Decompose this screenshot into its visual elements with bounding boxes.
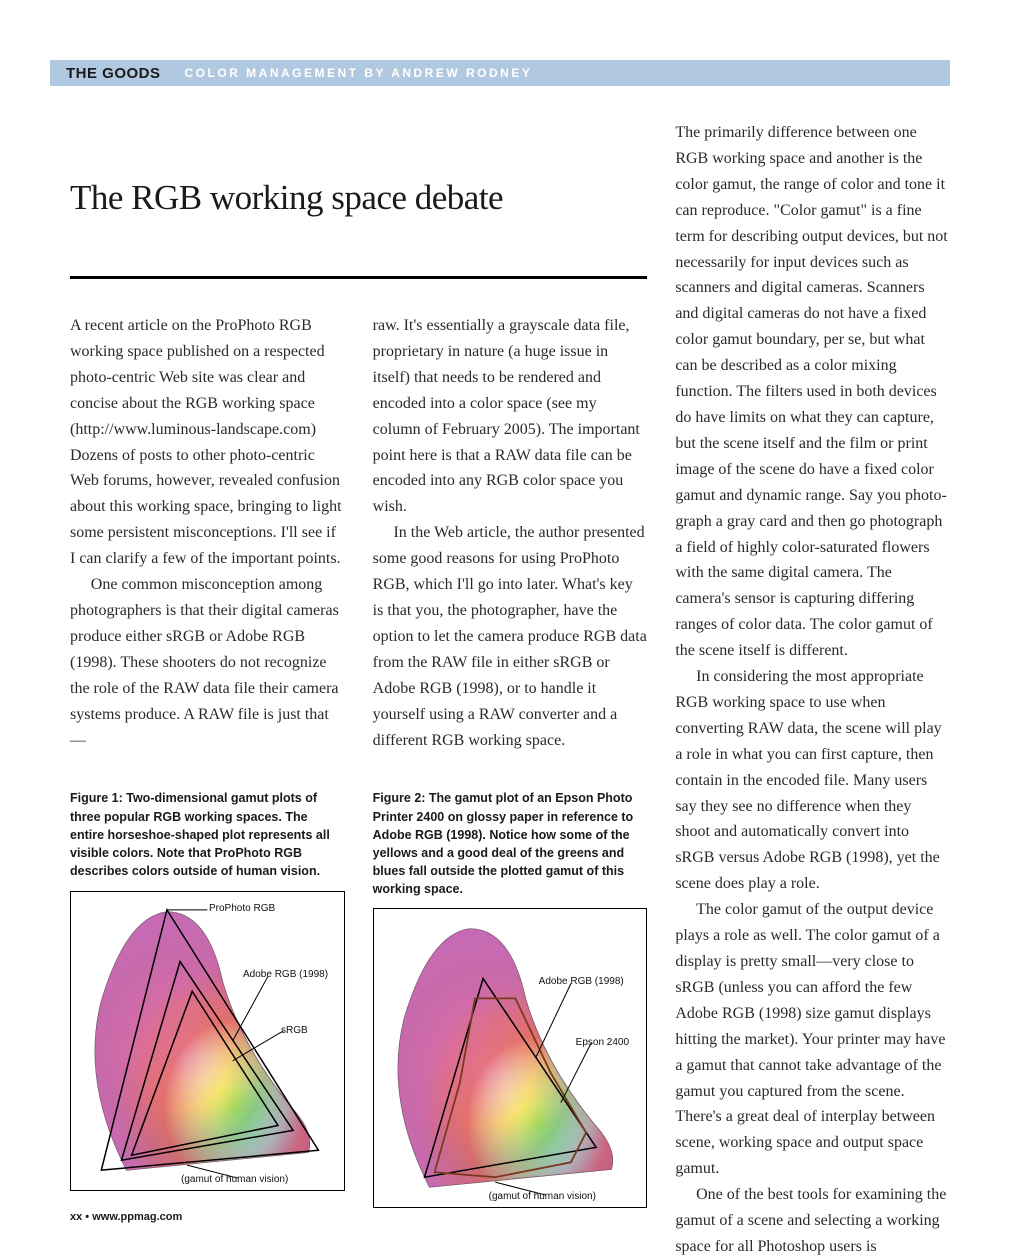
article-title: The RGB working space debate xyxy=(70,178,647,218)
header-bar: THE GOODS COLOR MANAGEMENT BY ANDREW ROD… xyxy=(50,60,950,86)
paragraph: The primarily difference between one RGB… xyxy=(675,120,950,664)
paragraph: One common misconception among photograp… xyxy=(70,572,345,753)
column-byline: COLOR MANAGEMENT BY ANDREW RODNEY xyxy=(185,66,533,80)
paragraph: A recent article on the ProPhoto RGB wor… xyxy=(70,313,345,572)
column-3: The primarily difference between one RGB… xyxy=(675,120,950,1260)
gamut-plot-svg xyxy=(71,892,344,1190)
paragraph: In the Web article, the author presented… xyxy=(373,520,648,753)
paragraph: One of the best tools for examining the … xyxy=(675,1182,950,1260)
figure-1-plot: ProPhoto RGB Adobe RGB (1998) sRGB (gamu… xyxy=(70,891,345,1191)
column-1: A recent article on the ProPhoto RGB wor… xyxy=(70,313,345,1208)
left-group: The RGB working space debate A recent ar… xyxy=(70,120,647,1260)
content-grid: The RGB working space debate A recent ar… xyxy=(70,120,950,1199)
footer-url: www.ppmag.com xyxy=(92,1211,182,1223)
label-vision: (gamut of human vision) xyxy=(489,1191,596,1202)
paragraph: The color gamut of the output device pla… xyxy=(675,897,950,1182)
two-column-body: A recent article on the ProPhoto RGB wor… xyxy=(70,313,647,1208)
page-number: xx xyxy=(70,1211,82,1223)
paragraph: In considering the most appropriate RGB … xyxy=(675,664,950,897)
paragraph: raw. It's essentially a grayscale data f… xyxy=(373,313,648,520)
label-prophoto: ProPhoto RGB xyxy=(209,903,275,914)
label-adobe: Adobe RGB (1998) xyxy=(539,976,624,987)
figure-1-caption: Figure 1: Two-dimensional gamut plots of… xyxy=(70,789,345,881)
label-adobe: Adobe RGB (1998) xyxy=(243,969,328,980)
gamut-plot-svg xyxy=(374,909,647,1207)
label-epson: Epson 2400 xyxy=(576,1037,629,1048)
footer-sep: • xyxy=(82,1211,92,1223)
figure-2-caption: Figure 2: The gamut plot of an Epson Pho… xyxy=(373,789,648,898)
page-footer: xx • www.ppmag.com xyxy=(70,1211,182,1223)
column-2: raw. It's essentially a grayscale data f… xyxy=(373,313,648,1208)
body-text: A recent article on the ProPhoto RGB wor… xyxy=(70,313,345,753)
label-vision: (gamut of human vision) xyxy=(181,1174,288,1185)
magazine-page: THE GOODS COLOR MANAGEMENT BY ANDREW ROD… xyxy=(0,0,1020,1249)
section-label: THE GOODS xyxy=(66,65,161,82)
body-text: raw. It's essentially a grayscale data f… xyxy=(373,313,648,753)
figure-2-plot: Adobe RGB (1998) Epson 2400 (gamut of hu… xyxy=(373,908,648,1208)
label-srgb: sRGB xyxy=(281,1025,308,1036)
title-rule xyxy=(70,276,647,279)
